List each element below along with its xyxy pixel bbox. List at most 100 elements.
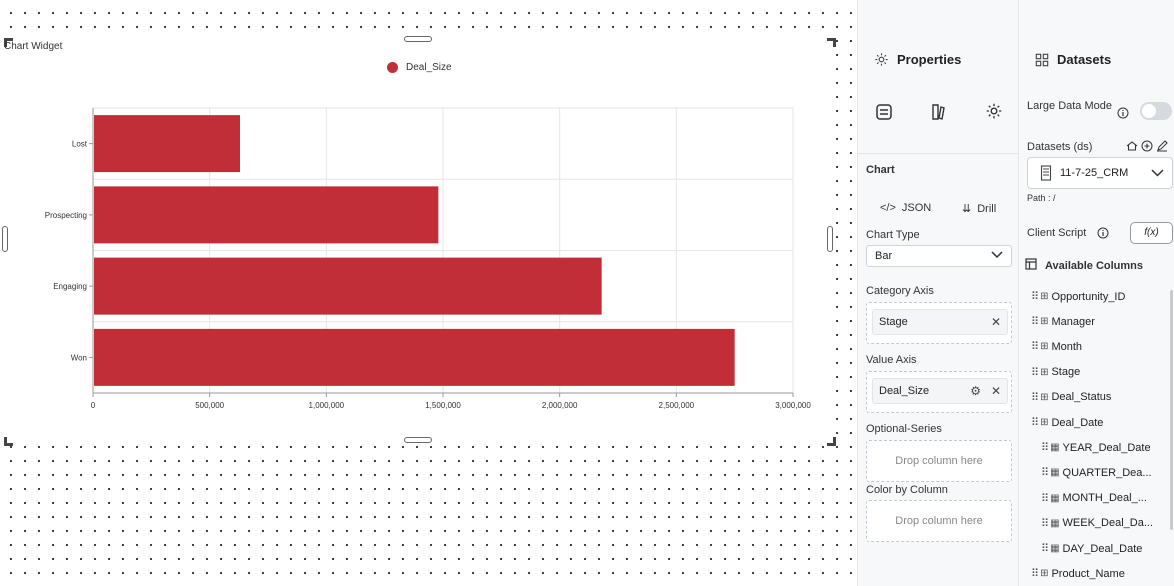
datasets-label: Datasets (ds) xyxy=(1027,141,1093,153)
drag-handle-icon[interactable]: ⠿ xyxy=(1041,492,1049,505)
drag-handle-icon[interactable]: ⠿ xyxy=(1041,517,1049,530)
drag-handle-icon[interactable]: ⠿ xyxy=(1031,341,1039,354)
remove-icon[interactable]: ✕ xyxy=(990,315,1001,329)
drag-handle-icon[interactable]: ⠿ xyxy=(1031,291,1039,303)
resize-corner-bottom-left[interactable] xyxy=(4,437,13,446)
drag-handle-icon[interactable]: ⠿ xyxy=(1031,417,1039,429)
calendar-icon: ▦ xyxy=(1050,442,1060,454)
legend-label: Deal_Size xyxy=(406,62,452,73)
edit-icon[interactable] xyxy=(1156,140,1168,155)
bar-chart: 0 500,000 1,000,000 1,500,000 2,000,000 2,500… xyxy=(45,107,811,410)
column-name: Opportunity_ID xyxy=(1051,290,1126,303)
bar[interactable] xyxy=(94,186,439,244)
optional-series-dropzone[interactable]: Drop column here xyxy=(866,440,1012,482)
json-button[interactable]: </> JSON xyxy=(880,202,931,214)
column-item[interactable]: ⠿ ▦ QUARTER_Dea... xyxy=(1041,466,1152,480)
table-icon xyxy=(1025,258,1037,273)
remove-icon[interactable]: ✕ xyxy=(990,384,1001,398)
properties-title: Properties xyxy=(897,52,962,67)
column-item[interactable]: ⠿ ▦ DAY_Deal_Date xyxy=(1041,542,1143,556)
drag-handle-icon[interactable]: ⠿ xyxy=(1031,568,1039,581)
calendar-icon: ▦ xyxy=(1050,492,1060,504)
info-icon[interactable] xyxy=(1097,227,1109,242)
column-item[interactable]: ⠿ ⊞ Manager xyxy=(1031,315,1095,329)
calendar-icon: ▦ xyxy=(1050,517,1060,529)
bar[interactable] xyxy=(94,257,602,315)
json-label: JSON xyxy=(901,202,932,214)
calendar-icon: ▦ xyxy=(1050,467,1060,479)
drag-handle-icon[interactable]: ⠿ xyxy=(1031,316,1039,329)
gear-icon xyxy=(875,53,888,66)
info-icon[interactable] xyxy=(1117,107,1129,122)
column-name: DAY_Deal_Date xyxy=(1062,542,1143,555)
tab-style[interactable] xyxy=(927,102,951,126)
chevron-down-icon xyxy=(1151,168,1164,181)
large-data-label: Large Data Mode xyxy=(1027,100,1112,112)
column-name: MONTH_Deal_... xyxy=(1062,492,1147,505)
drag-handle-icon[interactable]: ⠿ xyxy=(1031,391,1039,404)
x-tick-label: 2,500,000 xyxy=(659,401,695,410)
x-tick-label: 2,000,000 xyxy=(542,401,578,410)
x-tick-label: 0 xyxy=(91,401,96,410)
column-item[interactable]: ⠿ ⊞ Month xyxy=(1031,340,1082,354)
column-item[interactable]: ⠿ ▦ YEAR_Deal_Date xyxy=(1041,441,1151,455)
bar[interactable] xyxy=(94,115,240,173)
column-item[interactable]: ⠿ ⊞ Deal_Status xyxy=(1031,391,1111,404)
design-canvas[interactable]: Chart Widget Deal_Size 0 500,000 1,000,000… xyxy=(0,0,857,586)
column-item[interactable]: ⠿ ⊞ Deal_Date xyxy=(1031,416,1103,430)
value-axis-chip[interactable]: Deal_Size ⚙ ✕ xyxy=(872,378,1008,404)
resize-handle-right[interactable] xyxy=(827,226,833,252)
column-item[interactable]: ⠿ ▦ WEEK_Deal_Da... xyxy=(1041,517,1153,530)
column-item[interactable]: ⠿ ⊞ Stage xyxy=(1031,366,1080,379)
column-name: Product_Name xyxy=(1051,567,1125,580)
value-axis-dropzone[interactable]: Deal_Size ⚙ ✕ xyxy=(866,371,1012,413)
tab-settings[interactable] xyxy=(982,102,1006,126)
drill-button[interactable]: ⇊ Drill xyxy=(962,202,996,216)
category-axis-value: Stage xyxy=(879,316,908,328)
large-data-toggle[interactable] xyxy=(1140,102,1172,120)
home-icon[interactable] xyxy=(1126,140,1138,155)
client-script-button[interactable]: f(x) xyxy=(1130,222,1173,244)
chart-type-select[interactable]: Bar xyxy=(866,245,1012,267)
color-by-dropzone[interactable]: Drop column here xyxy=(866,500,1012,542)
value-axis-value: Deal_Size xyxy=(879,385,930,397)
chart-widget[interactable]: Chart Widget Deal_Size 0 500,000 1,000,000… xyxy=(2,36,836,446)
resize-handle-top[interactable] xyxy=(404,36,432,42)
resize-handle-left[interactable] xyxy=(2,226,8,252)
column-item[interactable]: ⠿ ⊞ Opportunity_ID xyxy=(1031,290,1126,304)
column-name: Deal_Status xyxy=(1051,391,1112,404)
column-icon: ⊞ xyxy=(1040,366,1049,378)
resize-corner-top-left[interactable] xyxy=(4,38,13,47)
gear-icon[interactable]: ⚙ xyxy=(970,384,981,398)
category-axis-chip[interactable]: Stage ✕ xyxy=(872,309,1008,335)
category-axis-dropzone[interactable]: Stage ✕ xyxy=(866,302,1012,344)
drag-handle-icon[interactable]: ⠿ xyxy=(1041,467,1049,480)
tab-data[interactable] xyxy=(872,102,896,126)
x-tick-label: 1,500,000 xyxy=(425,401,461,410)
drag-handle-icon[interactable]: ⠿ xyxy=(1041,442,1049,455)
category-axis-label: Category Axis xyxy=(866,285,934,297)
toggle-knob xyxy=(1142,104,1156,118)
add-circle-icon[interactable] xyxy=(1141,140,1153,155)
available-columns-title: Available Columns xyxy=(1045,259,1144,272)
column-item[interactable]: ⠿ ▦ MONTH_Deal_... xyxy=(1041,492,1147,505)
chart-type-value: Bar xyxy=(875,250,893,262)
column-icon: ⊞ xyxy=(1040,291,1049,302)
scrollbar[interactable] xyxy=(1170,290,1173,530)
column-icon: ⊞ xyxy=(1040,568,1049,580)
y-tick-label: Engaging xyxy=(53,282,87,291)
dataset-select[interactable]: 11-7-25_CRM xyxy=(1027,157,1173,189)
bar[interactable] xyxy=(94,328,735,386)
resize-corner-bottom-right[interactable] xyxy=(827,437,836,446)
resize-corner-top-right[interactable] xyxy=(827,38,836,47)
legend-swatch xyxy=(387,62,398,73)
datasets-header: Datasets xyxy=(1035,52,1111,67)
drag-handle-icon[interactable]: ⠿ xyxy=(1041,543,1049,555)
y-tick-label: Prospecting xyxy=(45,211,87,220)
resize-handle-bottom[interactable] xyxy=(404,437,432,443)
column-item[interactable]: ⠿ ⊞ Product_Name xyxy=(1031,567,1125,581)
y-tick-label: Won xyxy=(71,353,87,362)
chart-legend[interactable]: Deal_Size xyxy=(387,62,452,73)
drag-handle-icon[interactable]: ⠿ xyxy=(1031,366,1039,379)
column-icon: ⊞ xyxy=(1040,316,1049,328)
